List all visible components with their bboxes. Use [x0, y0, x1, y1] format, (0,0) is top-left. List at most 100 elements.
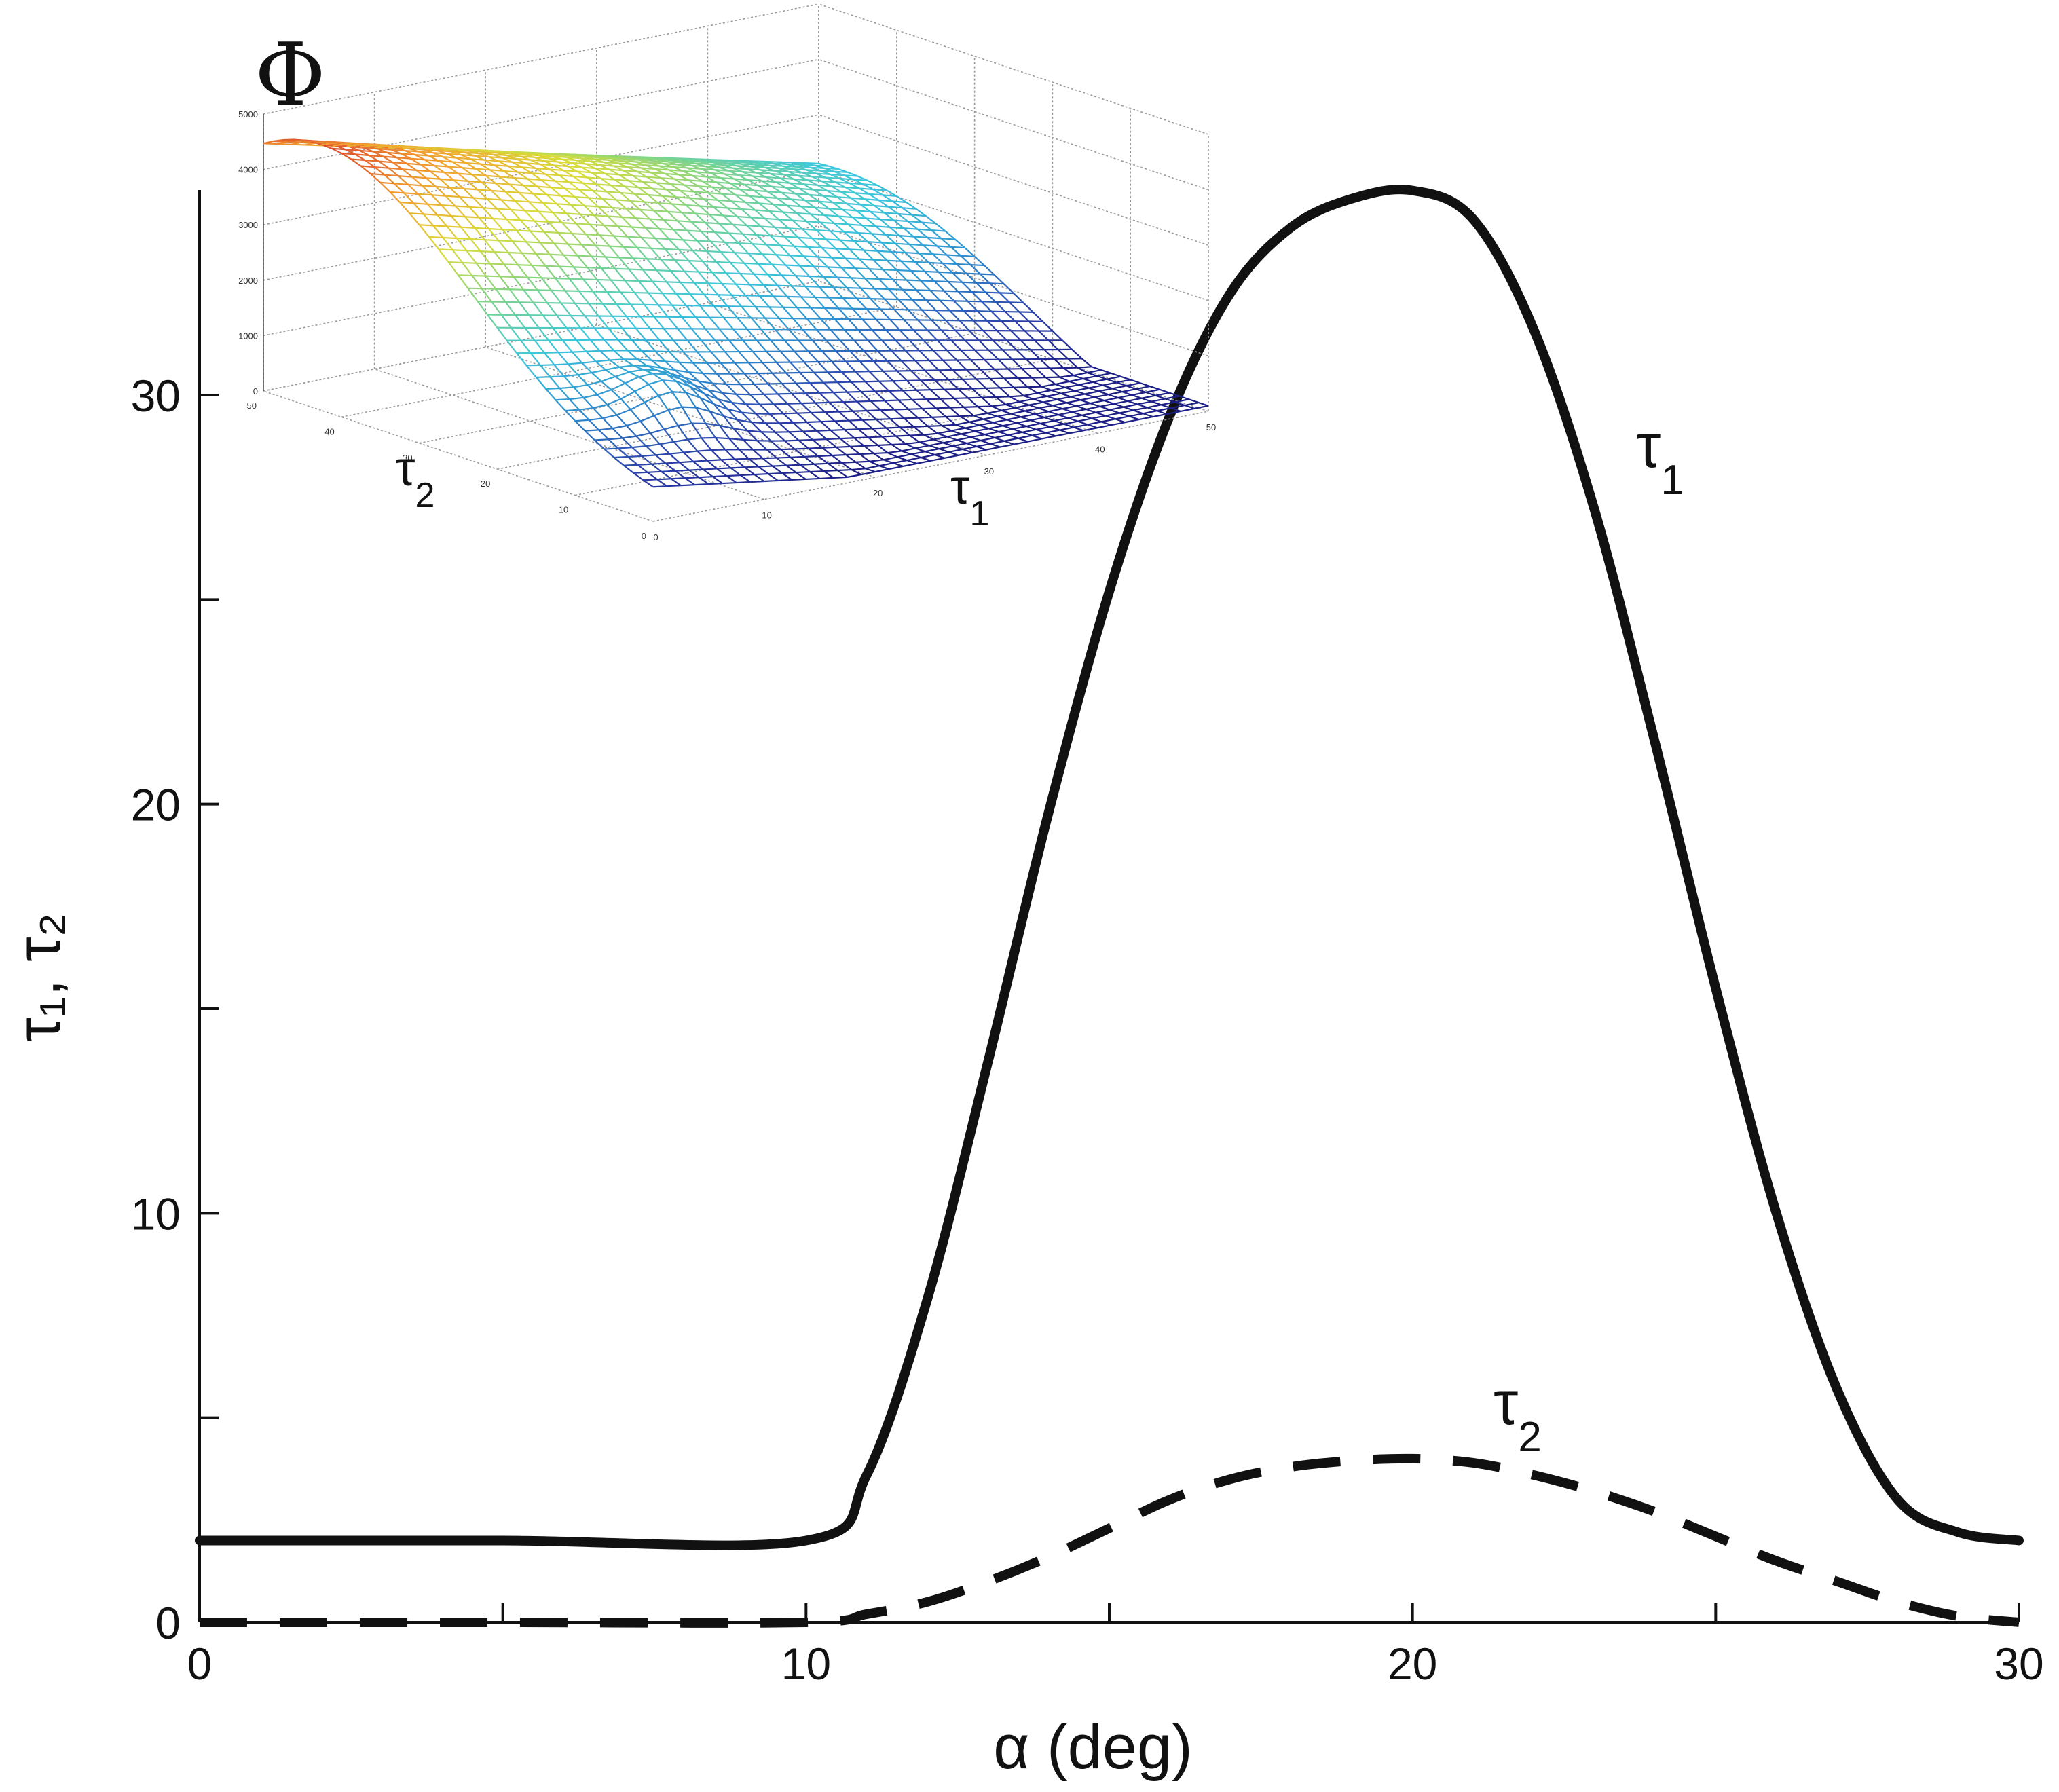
mesh-line: [392, 162, 403, 170]
mesh-line: [642, 269, 657, 272]
mesh-line: [974, 350, 986, 360]
mesh-line: [877, 250, 891, 253]
mesh-line: [511, 240, 523, 254]
mesh-line: [491, 189, 506, 193]
mesh-line: [667, 485, 681, 487]
mesh-line: [914, 261, 925, 272]
mesh-line: [495, 288, 506, 303]
mesh-line: [910, 269, 925, 272]
mesh-line: [802, 228, 817, 231]
mesh-line: [470, 238, 481, 252]
mesh-line: [811, 412, 821, 423]
mesh-line: [872, 428, 883, 438]
mesh-line: [710, 351, 722, 364]
mesh-line: [655, 237, 669, 240]
mesh-line: [857, 428, 869, 438]
mesh-line: [868, 371, 880, 382]
mesh-line: [857, 175, 868, 181]
mesh-line: [832, 202, 843, 210]
mesh-line: [301, 141, 311, 143]
inset-floor-grid: [374, 368, 764, 500]
mesh-line: [799, 187, 814, 191]
mesh-line: [548, 339, 559, 353]
mesh-line: [853, 179, 864, 185]
mesh-line: [508, 183, 520, 193]
mesh-line: [689, 293, 701, 307]
mesh-line: [946, 254, 961, 257]
mesh-line: [680, 281, 694, 284]
mesh-line: [394, 183, 409, 185]
mesh-line: [520, 155, 531, 161]
mesh-line: [1064, 384, 1079, 388]
mesh-line: [737, 317, 748, 330]
mesh-line: [731, 402, 743, 413]
mesh-line: [544, 265, 557, 279]
mesh-line: [674, 369, 686, 379]
mesh-line: [535, 167, 546, 175]
mesh-line: [956, 263, 967, 274]
mesh-line: [512, 161, 526, 164]
mesh-line: [559, 174, 574, 177]
mesh-line: [948, 379, 959, 390]
mesh-line: [741, 208, 752, 219]
mesh-line: [644, 157, 654, 162]
mesh-line: [875, 225, 887, 236]
mesh-line: [772, 465, 783, 474]
mesh-line: [1064, 420, 1078, 425]
mesh-line: [645, 227, 656, 239]
mesh-line: [462, 167, 472, 176]
mesh-line: [1126, 385, 1136, 390]
mesh-line: [587, 176, 601, 180]
mesh-line: [568, 362, 582, 365]
mesh-line: [662, 379, 677, 382]
mesh-line: [1007, 368, 1019, 379]
mesh-line: [775, 431, 785, 442]
mesh-line: [783, 211, 797, 214]
mesh-line: [517, 171, 532, 174]
mesh-line: [1141, 397, 1152, 403]
mesh-line: [848, 419, 859, 430]
mesh-line: [466, 250, 481, 253]
mesh-line: [451, 214, 466, 218]
mesh-line: [796, 307, 808, 320]
mesh-line: [620, 291, 631, 305]
mesh-line: [1155, 392, 1170, 396]
mesh-line: [658, 202, 672, 205]
mesh-line: [921, 456, 931, 462]
mesh-line: [874, 288, 889, 291]
mesh-line: [1050, 423, 1064, 428]
mesh-line: [735, 194, 750, 197]
mesh-line: [1105, 412, 1120, 417]
mesh-line: [606, 191, 621, 194]
mesh-line: [799, 265, 814, 267]
mesh-line: [758, 465, 773, 468]
mesh-line: [653, 210, 665, 221]
mesh-line: [551, 290, 562, 304]
mesh-line: [499, 276, 511, 290]
mesh-line: [839, 339, 851, 352]
mesh-line: [874, 288, 885, 300]
mesh-line: [1132, 391, 1147, 396]
mesh-line: [534, 339, 545, 354]
mesh-line: [756, 440, 768, 451]
mesh-line: [674, 178, 689, 181]
mesh-line: [1123, 403, 1138, 408]
mesh-line: [869, 460, 880, 467]
mesh-line: [552, 212, 563, 223]
mesh-line: [680, 378, 691, 388]
mesh-line: [744, 262, 758, 265]
mesh-line: [788, 329, 800, 341]
mesh-line: [546, 194, 557, 204]
mesh-line: [969, 264, 981, 275]
inset-z-label: Φ: [255, 25, 326, 126]
mesh-line: [1028, 404, 1039, 409]
mesh-line: [657, 202, 669, 212]
mesh-line: [525, 162, 536, 169]
mesh-line: [528, 201, 540, 212]
mesh-line: [565, 156, 576, 162]
mesh-line: [462, 262, 473, 276]
mesh-line: [583, 278, 597, 281]
mesh-line: [1091, 366, 1102, 371]
mesh-line: [737, 216, 747, 226]
